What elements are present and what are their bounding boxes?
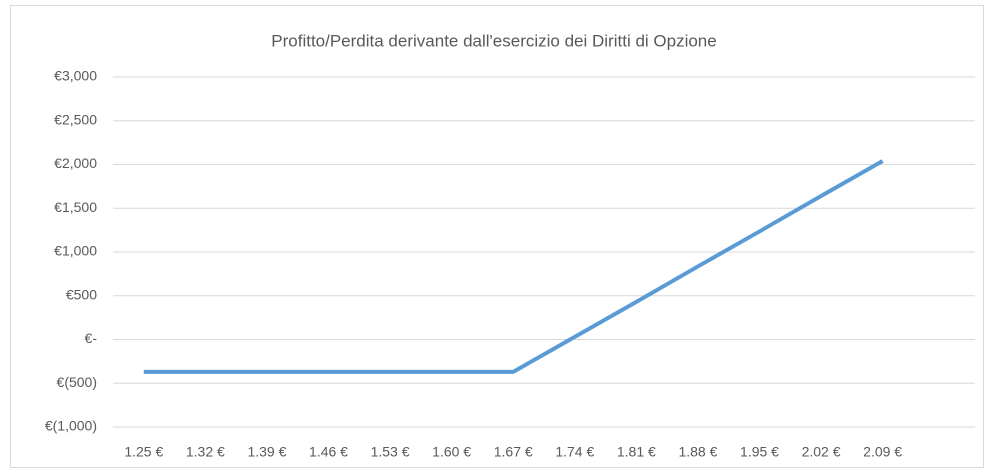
x-tick-label: 1.67 €: [494, 444, 533, 460]
x-tick-label: 1.95 €: [740, 444, 779, 460]
y-tick-label: €(500): [57, 374, 97, 390]
data-line: [143, 159, 884, 374]
y-tick-label: €2,500: [54, 111, 97, 127]
y-tick-label: €1,000: [54, 243, 97, 259]
y-tick-label: €2,000: [54, 155, 97, 171]
x-tick-label: 1.53 €: [371, 444, 410, 460]
y-tick-label: €-: [85, 330, 98, 346]
x-tick-label: 2.02 €: [802, 444, 841, 460]
y-tick-label: €(1,000): [45, 418, 97, 434]
y-tick-label: €500: [66, 286, 97, 302]
x-tick-label: 1.74 €: [555, 444, 594, 460]
x-tick-label: 2.09 €: [863, 444, 902, 460]
x-tick-label: 1.88 €: [678, 444, 717, 460]
chart-title: Profitto/Perdita derivante dall'esercizi…: [271, 31, 716, 50]
y-tick-label: €3,000: [54, 68, 97, 84]
x-tick-label: 1.81 €: [617, 444, 656, 460]
chart-border: [10, 5, 984, 468]
x-tick-label: 1.39 €: [247, 444, 286, 460]
x-tick-label: 1.32 €: [186, 444, 225, 460]
x-tick-label: 1.60 €: [432, 444, 471, 460]
y-tick-label: €1,500: [54, 199, 97, 215]
x-tick-label: 1.46 €: [309, 444, 348, 460]
x-tick-label: 1.25 €: [124, 444, 163, 460]
